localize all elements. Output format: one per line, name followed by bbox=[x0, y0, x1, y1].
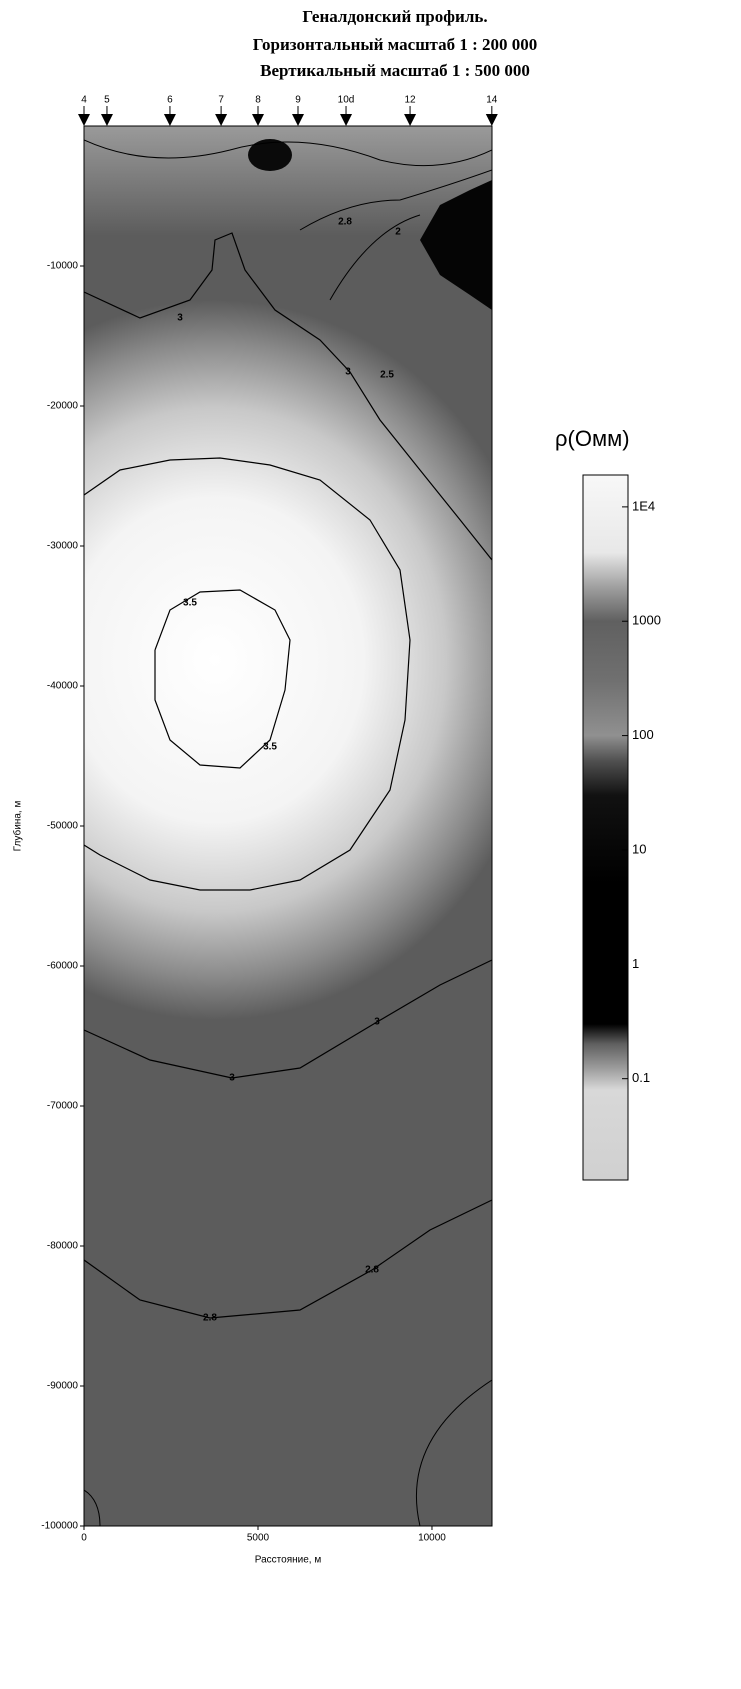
contour-line bbox=[154, 589, 291, 769]
station-marker bbox=[163, 114, 176, 126]
colorbar-tick-label: 100 bbox=[632, 727, 654, 742]
y-tick-label: -80000 bbox=[47, 1241, 79, 1252]
contour-label: 3 bbox=[374, 1017, 380, 1028]
contour-line bbox=[84, 1199, 492, 1319]
contour-label: 2.8 bbox=[203, 1313, 217, 1324]
contour-label: 3.5 bbox=[263, 742, 277, 753]
station-label: 10d bbox=[338, 95, 355, 106]
contour-label: 3.5 bbox=[183, 598, 197, 609]
y-tick-label: -40000 bbox=[47, 681, 79, 692]
title-line: Горизонтальный масштаб 1 : 200 000 bbox=[253, 35, 538, 54]
station-label: 14 bbox=[486, 95, 498, 106]
station-marker bbox=[100, 114, 113, 126]
contour-label: 2 bbox=[395, 227, 401, 238]
y-tick-label: -30000 bbox=[47, 541, 79, 552]
contour-line-decor bbox=[84, 139, 492, 167]
contour-label: 2.5 bbox=[380, 370, 394, 381]
y-axis-label: Глубина, м bbox=[12, 801, 24, 852]
station-marker bbox=[292, 114, 305, 126]
low-resistivity-zone bbox=[248, 139, 292, 171]
title-line: Геналдонский профиль. bbox=[302, 7, 487, 26]
contour-line bbox=[84, 232, 492, 561]
contours bbox=[84, 232, 492, 1319]
colorbar-tick-label: 10 bbox=[632, 841, 646, 856]
colorbar-label: ρ(Омм) bbox=[555, 426, 630, 451]
low-resistivity-zone bbox=[420, 180, 492, 310]
station-marker bbox=[251, 114, 264, 126]
contour-line bbox=[84, 959, 492, 1079]
contour-label: 3 bbox=[345, 367, 351, 378]
contour-label: 2.8 bbox=[338, 217, 352, 228]
station-label: 6 bbox=[167, 95, 173, 106]
station-marker bbox=[215, 114, 228, 126]
station-label: 8 bbox=[255, 95, 261, 106]
colorbar-tick-label: 0.1 bbox=[632, 1070, 650, 1085]
x-axis-label: Расстояние, м bbox=[255, 1555, 322, 1566]
y-tick-label: -100000 bbox=[41, 1521, 78, 1532]
y-tick-label: -60000 bbox=[47, 961, 79, 972]
contour-line-decor bbox=[299, 169, 492, 231]
colorbar bbox=[582, 474, 629, 1181]
station-label: 12 bbox=[404, 95, 416, 106]
station-marker bbox=[340, 114, 353, 126]
contour-line-decor bbox=[329, 214, 421, 301]
x-tick-label: 5000 bbox=[247, 1533, 270, 1544]
contour-line bbox=[84, 457, 411, 891]
station-marker bbox=[78, 114, 90, 126]
station-label: 5 bbox=[104, 95, 110, 106]
y-tick-label: -70000 bbox=[47, 1101, 79, 1112]
field-shade bbox=[84, 126, 492, 236]
station-label: 9 bbox=[295, 95, 301, 106]
contour-label: 2.8 bbox=[365, 1265, 379, 1276]
station-label: 7 bbox=[218, 95, 224, 106]
y-tick-label: -10000 bbox=[47, 261, 79, 272]
colorbar-tick-label: 1000 bbox=[632, 613, 661, 628]
contour-line-decor bbox=[84, 1379, 492, 1526]
y-tick-label: -90000 bbox=[47, 1381, 79, 1392]
title-line: Вертикальный масштаб 1 : 500 000 bbox=[260, 61, 530, 80]
contour-label: 3 bbox=[229, 1073, 235, 1084]
station-marker bbox=[485, 114, 498, 126]
x-tick-label: 10000 bbox=[418, 1533, 446, 1544]
contour-label: 3 bbox=[177, 313, 183, 324]
y-tick-label: -20000 bbox=[47, 401, 79, 412]
station-label: 4 bbox=[81, 95, 87, 106]
y-tick-label: -50000 bbox=[47, 821, 79, 832]
station-marker bbox=[404, 114, 417, 126]
colorbar-tick-label: 1 bbox=[632, 956, 639, 971]
x-tick-label: 0 bbox=[81, 1533, 87, 1544]
colorbar-tick-label: 1E4 bbox=[632, 498, 655, 513]
